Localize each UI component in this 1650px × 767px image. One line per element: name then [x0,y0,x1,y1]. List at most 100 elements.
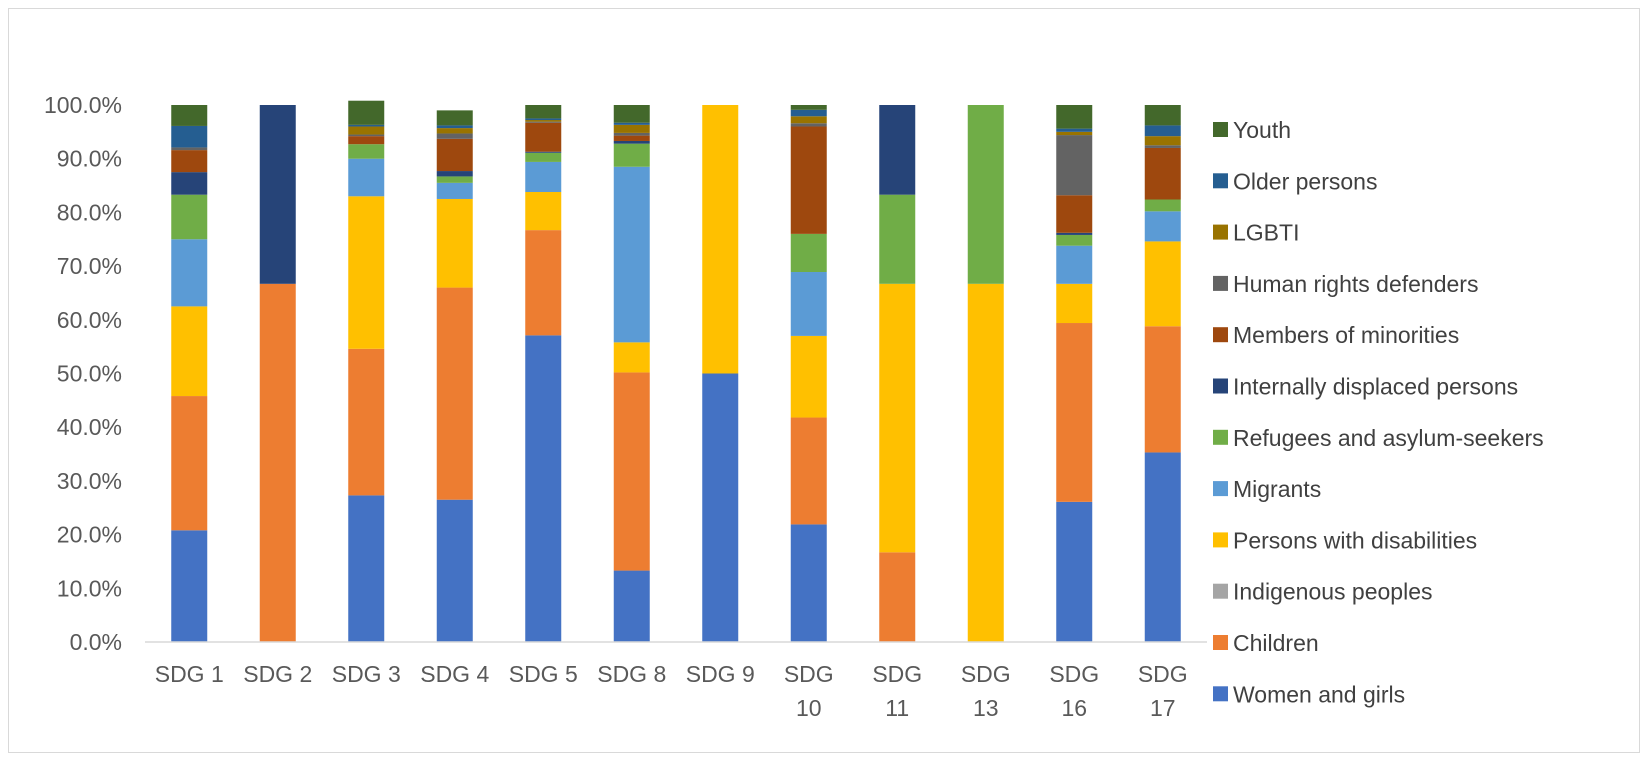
y-tick-label: 70.0% [57,253,122,279]
legend-swatch [1213,327,1228,343]
bar-segment [348,124,385,127]
y-tick-label: 10.0% [57,575,122,601]
x-tick-label: SDG 3 [332,661,401,687]
bar-segment [613,122,650,125]
legend-label: Members of minorities [1233,322,1459,348]
y-axis: 0.0% 10.0% 20.0% 30.0% 40.0% 50.0% 60.0% 70.0% 8… [44,92,122,655]
bar-segment [702,105,739,374]
y-tick-label: 0.0% [70,629,122,655]
x-tick-label: SDG [872,661,922,687]
bar-segment [879,105,916,195]
legend-swatch [1213,122,1228,137]
y-tick-label: 100.0% [44,92,122,118]
bar-segment [1144,105,1181,126]
bar-segment [436,182,473,199]
bar-segment [1056,283,1093,324]
bar-segment [790,109,827,117]
bar-segment [171,105,208,126]
bar-segment [702,373,739,642]
bar-segment [436,125,473,129]
bar-segment [348,136,385,145]
legend-label: Persons with disabilities [1233,527,1477,553]
bar-segment [1056,501,1093,642]
bar-segment [967,283,1004,642]
x-tick-label: 11 [885,695,909,721]
bar-segment [879,194,916,284]
bar-segment [525,105,562,119]
x-tick-label: SDG 1 [155,661,224,687]
bar-segment [348,196,385,349]
bar-segment [525,121,562,123]
bar-segment [879,283,916,553]
bar-segment [790,123,827,127]
bar-segment [613,143,650,167]
bar-segment [525,122,562,152]
legend-label: Youth [1233,117,1291,143]
legend-label: Children [1233,630,1319,656]
x-tick-label: 10 [796,695,822,721]
legend-label: Indigenous peoples [1233,579,1433,605]
x-tick-label: SDG [1138,661,1188,687]
y-tick-label: 40.0% [57,414,122,440]
bar-segment [171,306,208,397]
bar-segment [790,233,827,273]
bar-segment [1144,452,1181,642]
bar-segment [259,105,296,284]
bar-segment [790,335,827,418]
bar-segment [1144,136,1181,146]
bar-segment [348,134,385,137]
bar-segment [1056,128,1093,132]
bar-segment [171,172,208,195]
bar-segment [259,283,296,642]
y-tick-label: 90.0% [57,146,122,172]
bar-segment [436,176,473,183]
bar-segment [613,342,650,373]
bar-segment [348,495,385,642]
bar-segment [171,396,208,531]
bar-segment [525,152,562,162]
bar-segment [790,272,827,336]
bar-segment [436,287,473,500]
bar-segment [613,140,650,144]
x-tick-label: SDG [961,661,1011,687]
bar-segment [1144,125,1181,137]
x-tick-label: 13 [973,695,999,721]
bar-segment [790,105,827,110]
bar-segment [171,530,208,642]
legend-label: Refugees and asylum-seekers [1233,425,1544,451]
x-tick-label: 17 [1150,695,1176,721]
legend: Youth Older persons LGBTI Human rights defe… [1213,117,1544,707]
bar-segment [613,166,650,343]
bar-segment [613,124,650,133]
bar-segment [613,132,650,136]
bar-segment [613,570,650,642]
bar-segment [790,126,827,234]
bar-segment [1056,234,1093,246]
x-tick-label: SDG 2 [243,661,312,687]
bar-segment [436,171,473,177]
legend-swatch [1213,686,1228,702]
bar-segment [613,372,650,571]
bar-segment [1056,195,1093,233]
bar-segment [436,138,473,172]
legend-label: Women and girls [1233,681,1405,707]
legend-swatch [1213,429,1228,445]
bar-segment [525,120,562,122]
bar-segment [1144,199,1181,212]
bar-segment [1056,105,1093,129]
bar-segment [171,125,208,148]
legend-label: Migrants [1233,476,1321,502]
legend-label: Human rights defenders [1233,271,1478,297]
bar-segment [613,135,650,141]
legend-swatch [1213,378,1228,394]
x-tick-label: SDG 4 [420,661,489,687]
bar-segment [525,161,562,192]
bar-segment [525,230,562,336]
bar-segment [790,417,827,525]
x-tick-label: SDG 9 [686,661,755,687]
x-tick-label: SDG [1049,661,1099,687]
bar-segment [348,158,385,197]
bar-segment [1056,135,1093,196]
bar-segment [1144,145,1181,148]
